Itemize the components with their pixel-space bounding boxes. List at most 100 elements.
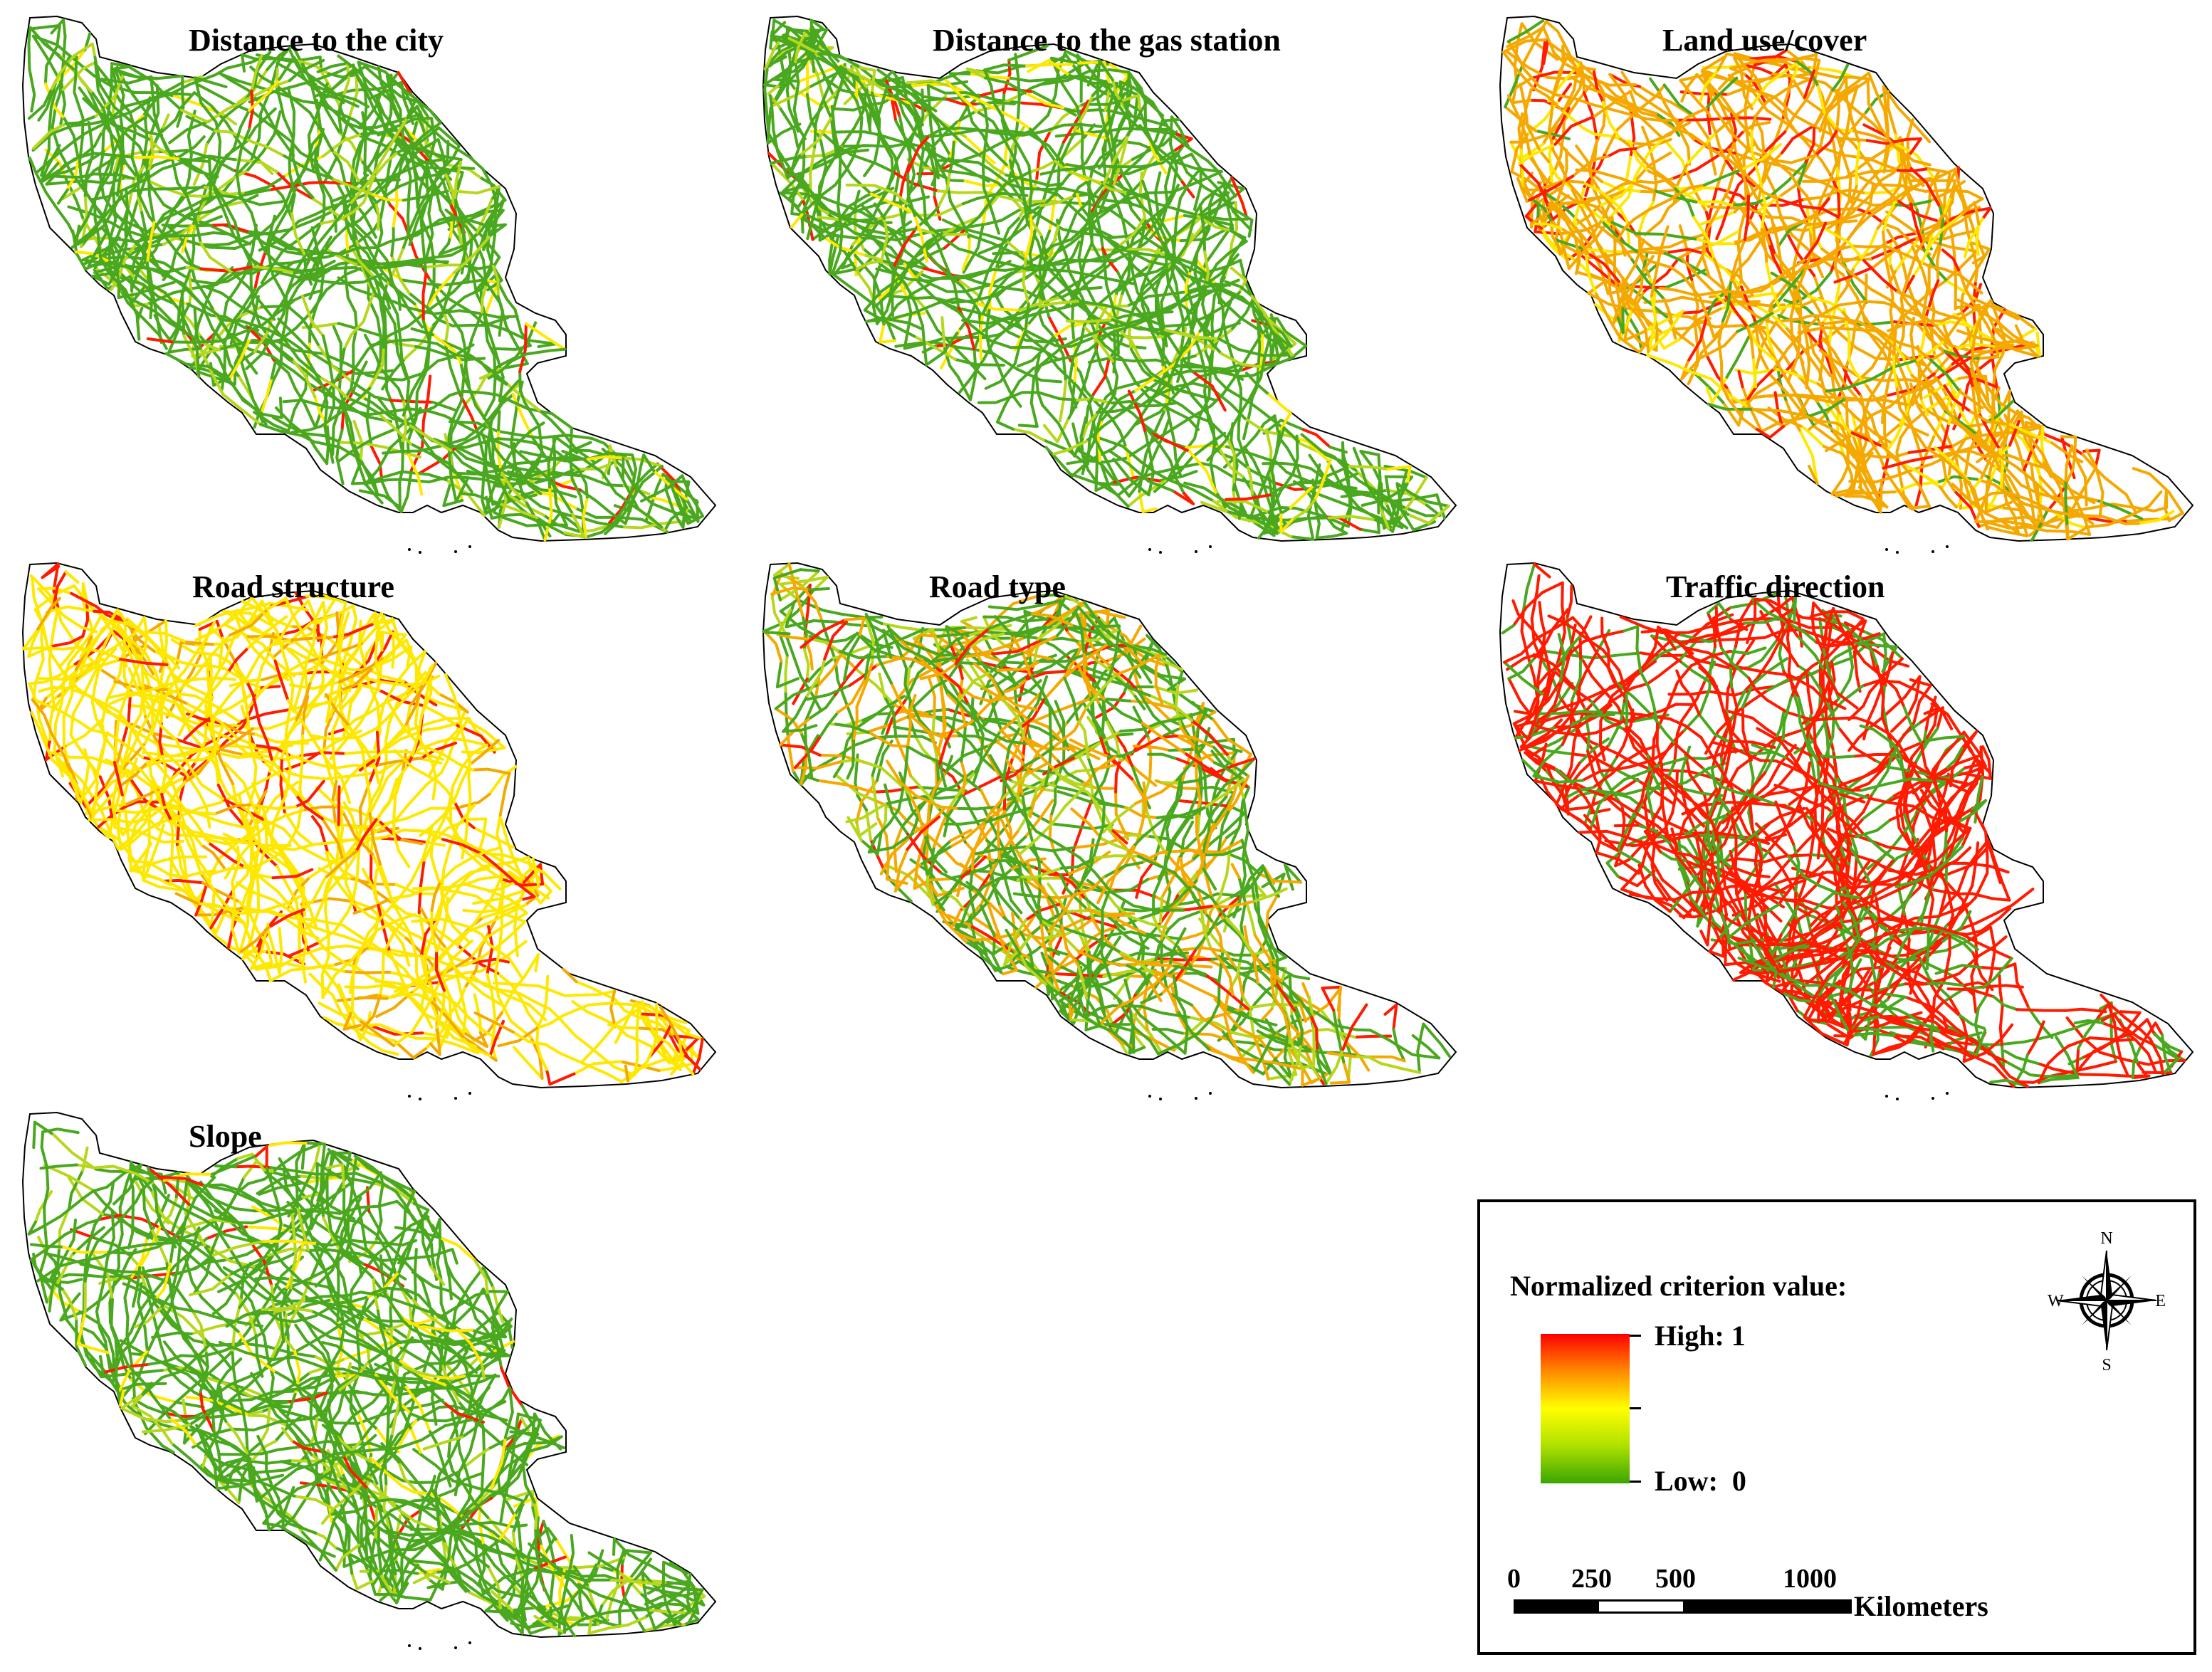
- road-segment: [239, 629, 269, 664]
- road-segment: [1781, 59, 1802, 83]
- road-segment: [146, 680, 180, 693]
- road-segment: [586, 455, 625, 461]
- road-segment: [639, 453, 656, 473]
- road-segment: [250, 54, 263, 93]
- road-segment: [1593, 70, 1605, 104]
- road-segment: [1804, 207, 1858, 223]
- road-segment: [879, 322, 896, 344]
- road-segment: [1723, 284, 1769, 294]
- road-segment: [402, 717, 449, 734]
- road-segment: [787, 37, 820, 56]
- road-segment: [45, 605, 96, 614]
- road-segment: [57, 757, 72, 777]
- road-network: [22, 562, 704, 1086]
- road-segment: [1631, 270, 1645, 306]
- road-segment: [1868, 164, 1901, 203]
- road-segment: [805, 93, 822, 143]
- road-segment: [282, 693, 321, 725]
- road-segment: [343, 403, 353, 443]
- road-segment: [22, 629, 42, 651]
- map-road-structure: [21, 562, 717, 1100]
- road-segment: [338, 611, 350, 653]
- road-segment: [996, 403, 1015, 431]
- road-segment: [290, 428, 310, 434]
- road-segment: [1057, 212, 1078, 251]
- road-segment: [1709, 377, 1748, 408]
- road-segment: [1940, 209, 1974, 228]
- road-segment: [859, 66, 876, 95]
- road-segment: [308, 409, 346, 432]
- road-segment: [792, 60, 800, 111]
- road-segment: [821, 620, 837, 662]
- road-segment: [232, 858, 253, 890]
- road-segment: [1810, 65, 1857, 79]
- road-segment: [452, 233, 493, 275]
- road-segment: [1077, 256, 1096, 304]
- road-segment: [1538, 228, 1569, 262]
- road-segment: [1882, 163, 1925, 187]
- road-segment: [150, 75, 156, 116]
- road-segment: [325, 265, 365, 292]
- road-segment: [1720, 360, 1729, 399]
- road-segment: [258, 721, 273, 761]
- road-segment: [268, 910, 318, 922]
- road-segment: [421, 704, 457, 726]
- road-segment: [497, 410, 501, 432]
- road-segment: [308, 734, 361, 741]
- road-segment: [1768, 242, 1783, 274]
- road-segment: [370, 618, 396, 630]
- road-segment: [539, 505, 585, 520]
- road-segment: [1108, 312, 1163, 335]
- road-segment: [1931, 175, 1947, 215]
- road-segment: [452, 215, 491, 228]
- road-segment: [288, 134, 295, 176]
- road-segment: [1857, 375, 1908, 382]
- road-segment: [444, 140, 484, 171]
- road-segment: [128, 187, 175, 193]
- road-segment: [1862, 258, 1899, 293]
- road-segment: [288, 680, 341, 690]
- road-segment: [50, 54, 76, 90]
- road-segment: [1039, 194, 1076, 208]
- road-segment: [288, 58, 325, 83]
- road-segment: [1604, 110, 1638, 154]
- road-segment: [47, 105, 53, 151]
- road-segment: [1222, 183, 1252, 231]
- road-segment: [1983, 307, 2010, 347]
- road-segment: [283, 810, 315, 847]
- road-segment: [1658, 286, 1677, 292]
- road-segment: [399, 469, 413, 513]
- road-segment: [1733, 56, 1761, 73]
- road-segment: [1077, 61, 1111, 88]
- road-segment: [1001, 375, 1022, 408]
- road-segment: [31, 124, 75, 152]
- road-segment: [1042, 419, 1069, 443]
- road-segment: [1012, 316, 1046, 351]
- road-segment: [441, 838, 484, 856]
- road-segment: [1642, 311, 1682, 333]
- road-segment: [1909, 317, 1916, 360]
- road-segment: [1766, 258, 1806, 288]
- road-segment: [472, 826, 515, 849]
- road-segment: [78, 116, 85, 164]
- road-segment: [1139, 86, 1148, 128]
- road-segment: [1315, 522, 1335, 540]
- road-segment: [575, 980, 617, 1001]
- road-segment: [283, 154, 335, 181]
- road-segment: [1947, 387, 1962, 426]
- road-segment: [1242, 396, 1254, 441]
- road-segment: [1899, 297, 1906, 338]
- road-segment: [1698, 295, 1716, 339]
- road-segment: [1773, 304, 1803, 314]
- road-segment: [505, 492, 545, 517]
- road-segment: [335, 611, 340, 646]
- road-segment: [446, 466, 473, 494]
- road-segment: [1936, 244, 1942, 283]
- road-segment: [1921, 304, 1962, 321]
- road-segment: [273, 110, 282, 137]
- road-segment: [477, 730, 506, 754]
- road-segment: [2050, 441, 2084, 463]
- road-segment: [1111, 416, 1141, 450]
- road-segment: [816, 51, 862, 69]
- road-segment: [1157, 215, 1177, 262]
